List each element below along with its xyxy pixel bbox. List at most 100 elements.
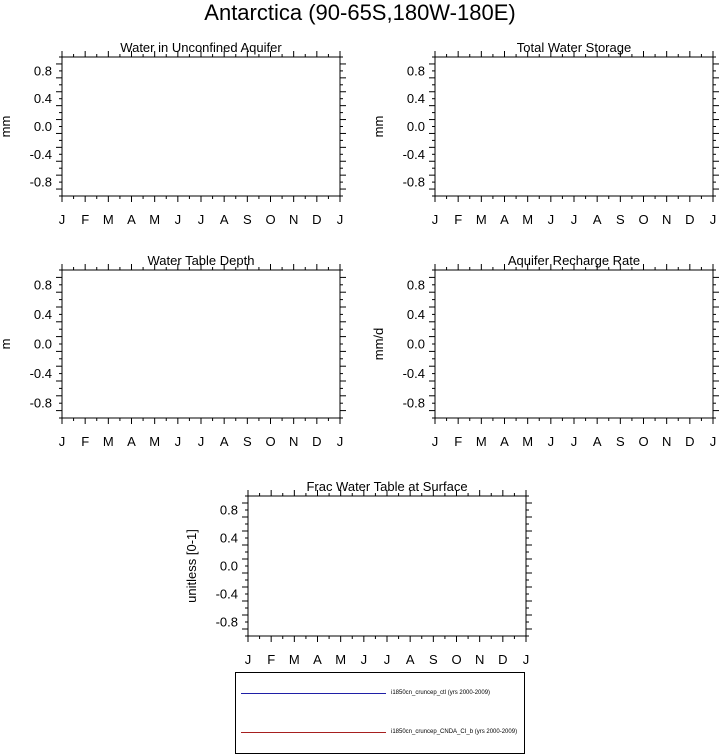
x-tick-label: J <box>245 652 252 667</box>
y-tick-label: 0.0 <box>34 119 52 134</box>
x-tick-label: J <box>432 212 439 227</box>
x-tick-label: J <box>337 434 344 449</box>
y-tick-label: -0.8 <box>30 396 52 411</box>
y-tick-label: 0.4 <box>407 91 425 106</box>
x-tick-label: F <box>267 652 275 667</box>
x-tick-label: J <box>710 212 717 227</box>
plot-frame <box>61 269 341 419</box>
plot-frame <box>434 56 714 197</box>
panel-title: Aquifer Recharge Rate <box>508 253 640 268</box>
panel-title: Frac Water Table at Surface <box>306 479 467 494</box>
x-tick-label: S <box>243 434 252 449</box>
x-tick-label: S <box>429 652 438 667</box>
legend-line-ctl <box>241 693 386 694</box>
x-tick-label: S <box>616 212 625 227</box>
x-tick-label: J <box>175 434 182 449</box>
x-tick-label: F <box>454 434 462 449</box>
x-tick-label: A <box>127 212 136 227</box>
panel-title: Total Water Storage <box>517 40 631 55</box>
x-tick-label: O <box>638 212 648 227</box>
y-tick-label: 0.8 <box>407 63 425 78</box>
x-tick-label: J <box>361 652 368 667</box>
y-tick-label: 0.4 <box>220 531 238 546</box>
panel-title: Water Table Depth <box>148 253 255 268</box>
legend-line-cnda <box>241 732 386 733</box>
x-tick-label: J <box>59 434 66 449</box>
y-tick-label: -0.8 <box>30 175 52 190</box>
x-tick-label: J <box>710 434 717 449</box>
x-tick-label: M <box>522 212 533 227</box>
y-tick-label: 0.0 <box>34 337 52 352</box>
x-tick-label: O <box>265 434 275 449</box>
panel-4: Aquifer Recharge Rate mm/d 0.8 0.4 0.0 -0.4 -0… <box>371 253 719 449</box>
y-axis-label: m <box>0 339 13 350</box>
y-tick-label: -0.4 <box>216 587 238 602</box>
y-axis-label: mm/d <box>371 328 386 361</box>
y-tick-label: 0.8 <box>34 277 52 292</box>
x-tick-label: S <box>616 434 625 449</box>
x-tick-label: M <box>149 212 160 227</box>
x-tick-label: J <box>198 434 205 449</box>
y-tick-label: -0.8 <box>403 396 425 411</box>
y-tick-label: 0.4 <box>407 307 425 322</box>
x-tick-label: M <box>149 434 160 449</box>
x-tick-label: J <box>59 212 66 227</box>
x-tick-label: A <box>593 212 602 227</box>
legend-box: i1850cn_cruncep_ctl (yrs 2000-2009) i185… <box>235 672 525 754</box>
y-axis-label: mm <box>0 116 13 138</box>
legend-entry-cnda: i1850cn_cruncep_CNDA_CI_b (yrs 2000-2009… <box>236 726 526 740</box>
x-tick-label: S <box>243 212 252 227</box>
x-tick-label: J <box>548 212 555 227</box>
panel-title: Water in Unconfined Aquifer <box>120 40 282 55</box>
x-tick-label: D <box>312 434 321 449</box>
x-tick-label: A <box>220 434 229 449</box>
y-tick-label: 0.8 <box>34 63 52 78</box>
y-tick-label: -0.4 <box>403 366 425 381</box>
x-tick-label: N <box>662 212 671 227</box>
x-tick-label: N <box>475 652 484 667</box>
x-tick-label: M <box>476 212 487 227</box>
y-tick-label: 0.0 <box>407 337 425 352</box>
legend-label-cnda: i1850cn_cruncep_CNDA_CI_b (yrs 2000-2009… <box>391 729 518 735</box>
y-tick-label: 0.8 <box>220 503 238 518</box>
x-tick-label: M <box>522 434 533 449</box>
y-axis-label: mm <box>371 116 386 138</box>
x-tick-label: F <box>454 212 462 227</box>
x-tick-label: A <box>406 652 415 667</box>
x-tick-label: J <box>548 434 555 449</box>
x-tick-label: D <box>685 212 694 227</box>
x-tick-label: D <box>312 212 321 227</box>
panel-5: Frac Water Table at Surface unitless [0-1… <box>184 479 532 667</box>
x-tick-label: J <box>571 212 578 227</box>
x-tick-label: O <box>638 434 648 449</box>
figure-title: Antarctica (90-65S,180W-180E) <box>204 0 516 25</box>
x-tick-label: F <box>81 434 89 449</box>
y-tick-label: -0.4 <box>30 147 52 162</box>
x-tick-label: A <box>220 212 229 227</box>
y-tick-label: 0.0 <box>220 559 238 574</box>
y-tick-label: 0.8 <box>407 277 425 292</box>
x-tick-label: F <box>81 212 89 227</box>
x-tick-label: M <box>103 434 114 449</box>
y-axis-label: unitless [0-1] <box>184 529 199 603</box>
panel-3: Water Table Depthm0.80.40.0-0.4-0.8JFMAM… <box>0 253 346 449</box>
x-tick-label: M <box>289 652 300 667</box>
y-tick-label: -0.4 <box>30 366 52 381</box>
x-tick-label: J <box>175 212 182 227</box>
x-tick-label: N <box>289 212 298 227</box>
x-tick-label: M <box>335 652 346 667</box>
x-tick-label: J <box>432 434 439 449</box>
x-tick-label: J <box>384 652 391 667</box>
y-tick-label: -0.8 <box>403 175 425 190</box>
x-tick-label: A <box>500 212 509 227</box>
y-tick-label: 0.0 <box>407 119 425 134</box>
legend-label-ctl: i1850cn_cruncep_ctl (yrs 2000-2009) <box>391 690 491 696</box>
x-tick-label: M <box>476 434 487 449</box>
x-tick-label: J <box>198 212 205 227</box>
x-tick-label: D <box>685 434 694 449</box>
x-tick-label: J <box>337 212 344 227</box>
x-tick-label: J <box>523 652 530 667</box>
y-tick-label: 0.4 <box>34 91 52 106</box>
